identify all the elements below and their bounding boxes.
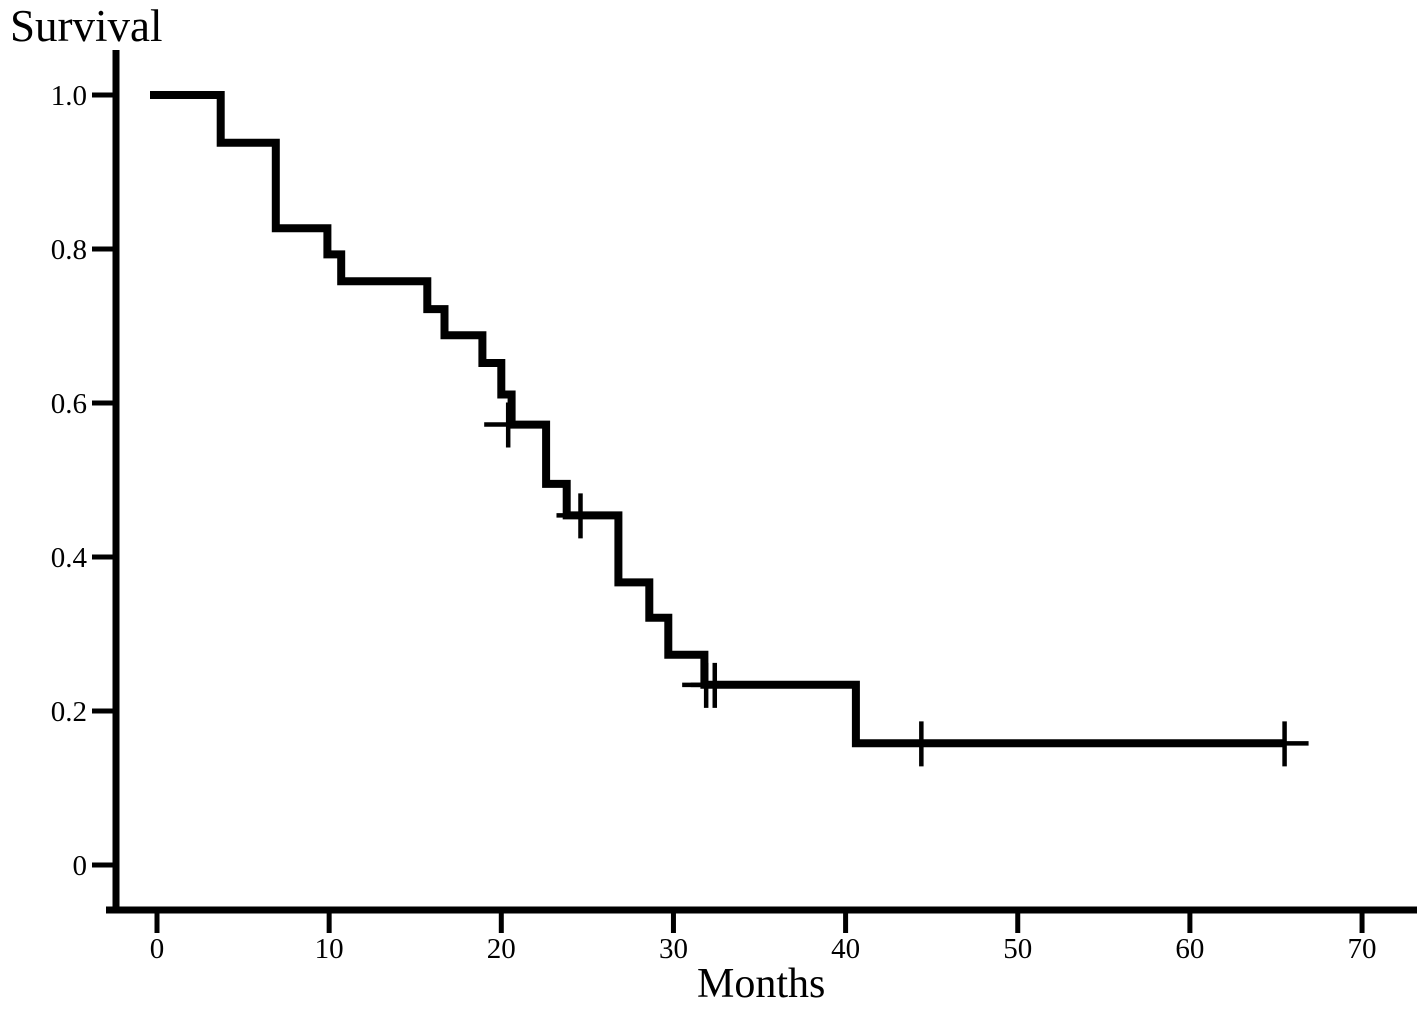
y-axis-title: Survival bbox=[10, 1, 163, 51]
y-tick-label: 0.2 bbox=[51, 696, 87, 728]
x-axis-title: Months bbox=[697, 961, 826, 1007]
x-tick-label: 50 bbox=[1003, 933, 1032, 965]
x-tick-label: 70 bbox=[1348, 933, 1377, 965]
y-tick-label: 0.8 bbox=[51, 234, 87, 266]
x-tick-label: 30 bbox=[659, 933, 688, 965]
survival-curve bbox=[150, 91, 1287, 748]
x-tick-label: 10 bbox=[315, 933, 344, 965]
y-tick-label: 0.6 bbox=[51, 388, 87, 420]
y-tick-label: 1.0 bbox=[51, 80, 87, 112]
y-tick-label: 0 bbox=[73, 850, 88, 882]
x-tick-label: 40 bbox=[831, 933, 860, 965]
x-tick-label: 0 bbox=[150, 933, 165, 965]
x-tick-label: 60 bbox=[1175, 933, 1204, 965]
y-tick-label: 0.4 bbox=[51, 542, 88, 574]
x-tick-label: 20 bbox=[487, 933, 516, 965]
